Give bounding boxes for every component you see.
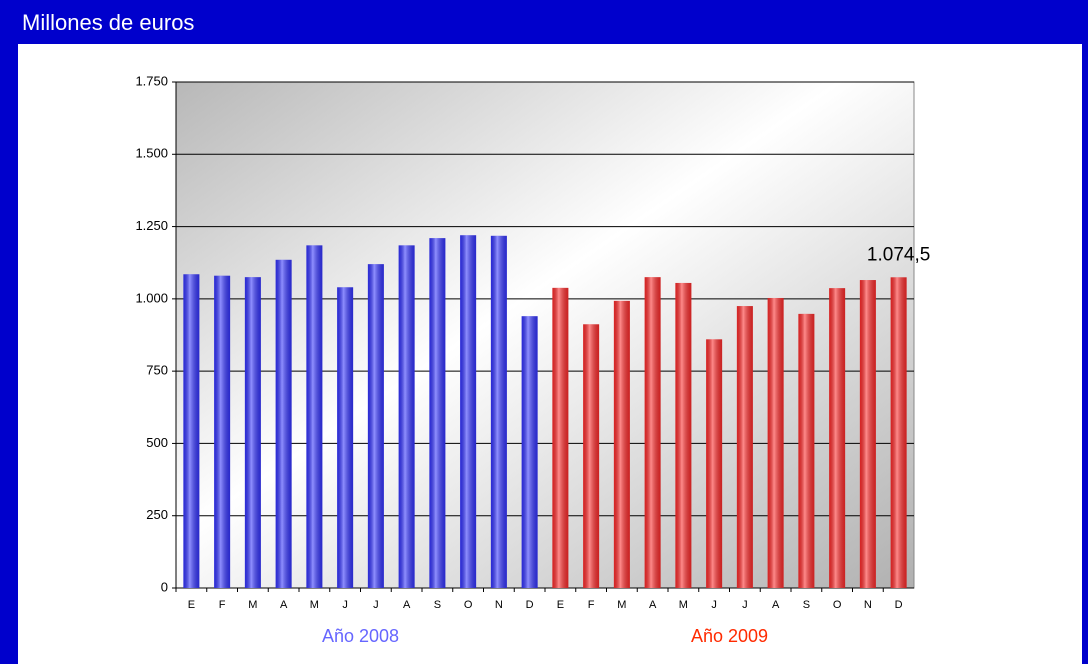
bar-shine	[767, 297, 784, 588]
y-tick-label: 1.000	[135, 290, 168, 305]
bar-shine	[583, 324, 600, 588]
y-tick-label: 500	[146, 435, 168, 450]
chart-title: Millones de euros	[22, 10, 194, 35]
bar-shine	[398, 245, 415, 588]
bar-shine	[490, 235, 507, 588]
x-tick-label: M	[679, 599, 688, 611]
x-tick-label: A	[403, 599, 411, 611]
x-tick-label: D	[895, 599, 903, 611]
bar-shine	[460, 235, 477, 588]
bar-shine	[644, 277, 661, 588]
bar-shine	[890, 277, 907, 588]
x-tick-label: J	[742, 599, 748, 611]
bar-shine	[183, 274, 200, 588]
bar-shine	[829, 288, 846, 588]
x-tick-label: N	[495, 599, 503, 611]
x-tick-label: O	[833, 599, 842, 611]
x-tick-label: J	[711, 599, 717, 611]
x-tick-label: E	[557, 599, 564, 611]
frame-right	[1082, 44, 1088, 664]
bar-shine	[275, 259, 292, 588]
x-tick-label: A	[772, 599, 780, 611]
frame-left	[0, 44, 18, 664]
x-tick-label: M	[248, 599, 257, 611]
y-tick-label: 0	[161, 579, 168, 594]
bar-shine	[306, 245, 323, 588]
x-tick-label: M	[310, 599, 319, 611]
y-tick-label: 1.250	[135, 218, 168, 233]
y-tick-label: 750	[146, 363, 168, 378]
legend-label: Año 2009	[691, 626, 768, 646]
x-tick-label: D	[526, 599, 534, 611]
bar-shine	[429, 238, 446, 588]
x-tick-label: E	[188, 599, 195, 611]
x-tick-label: N	[864, 599, 872, 611]
x-tick-label: S	[803, 599, 810, 611]
x-tick-label: F	[219, 599, 226, 611]
bar-shine	[736, 306, 753, 588]
y-tick-label: 1.500	[135, 146, 168, 161]
x-tick-label: M	[617, 599, 626, 611]
bar-shine	[214, 275, 231, 588]
bar-shine	[675, 282, 692, 588]
bar-shine	[859, 280, 876, 588]
y-tick-label: 250	[146, 507, 168, 522]
y-tick-label: 1.750	[135, 73, 168, 88]
x-tick-label: J	[373, 599, 379, 611]
bar-shine	[337, 287, 354, 588]
x-tick-label: S	[434, 599, 441, 611]
bar-shine	[613, 300, 630, 588]
header-bar	[0, 0, 1088, 44]
x-tick-label: F	[588, 599, 595, 611]
x-tick-label: J	[342, 599, 348, 611]
bar-shine	[244, 277, 261, 588]
legend-label: Año 2008	[322, 626, 399, 646]
bar-shine	[798, 313, 815, 588]
bar-shine	[706, 339, 723, 588]
bar-shine	[367, 264, 384, 588]
x-tick-label: A	[649, 599, 657, 611]
x-tick-label: A	[280, 599, 288, 611]
x-tick-label: O	[464, 599, 473, 611]
bar-shine	[552, 287, 569, 588]
data-label: 1.074,5	[867, 244, 930, 265]
bar-shine	[521, 316, 538, 588]
